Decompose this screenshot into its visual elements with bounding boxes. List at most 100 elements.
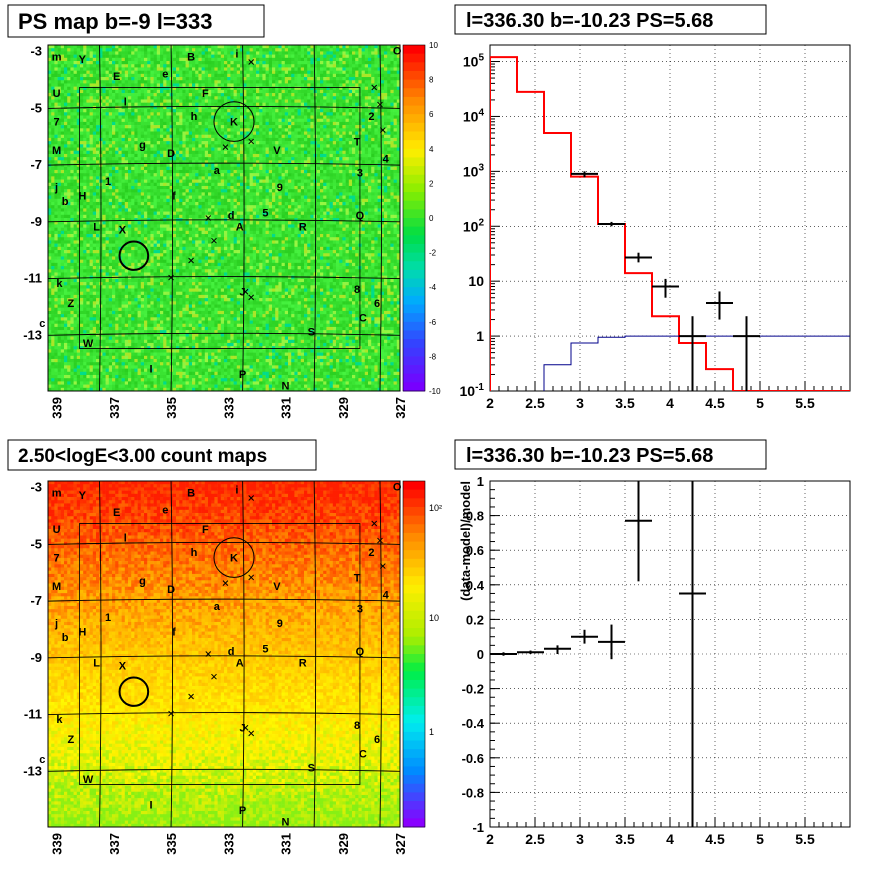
colorbar-cell — [403, 576, 425, 586]
colorbar-cell — [403, 749, 425, 759]
source-cross — [371, 84, 378, 91]
colorbar-cell — [403, 330, 425, 340]
source-cross — [379, 563, 386, 569]
source-label: J — [240, 287, 246, 299]
x-tick-label: 5 — [756, 395, 764, 411]
colorbar-cell — [403, 766, 425, 776]
source-cross — [248, 294, 255, 301]
tr-title-box: l=336.30 b=-10.23 PS=5.68 — [454, 4, 767, 35]
map-x-tick: 331 — [279, 833, 294, 855]
source-label: N — [282, 816, 290, 828]
colorbar-cell — [403, 88, 425, 98]
source-cross — [377, 101, 383, 108]
x-tick-label: 4 — [666, 831, 674, 847]
map-x-tick: 331 — [279, 397, 294, 419]
map-frame — [47, 44, 401, 392]
map-x-tick: 333 — [221, 397, 236, 419]
source-label: M — [52, 145, 61, 157]
map-grid-lon — [99, 480, 102, 828]
map-y-tick: -5 — [30, 100, 42, 115]
source-label: U — [53, 88, 61, 100]
source-label: V — [273, 145, 281, 157]
bl-title: 2.50<logE<3.00 count maps — [18, 446, 267, 467]
colorbar-tick: 10 — [429, 613, 439, 623]
map-x-tick: 339 — [50, 833, 65, 855]
residual-plot — [490, 481, 706, 827]
map-grid-lon — [242, 44, 245, 392]
source-label: D — [167, 148, 175, 160]
map-x-tick: 329 — [336, 397, 351, 419]
roi-box — [79, 87, 361, 349]
source-label: b — [62, 196, 69, 208]
source-label: F — [202, 88, 209, 100]
source-circle — [118, 676, 150, 707]
map-grid-lat — [47, 712, 401, 716]
colorbar-cell — [403, 339, 425, 349]
source-label: 9 — [277, 618, 283, 630]
colorbar-cell — [403, 148, 425, 158]
source-cross — [248, 138, 255, 145]
source-label: Q — [356, 646, 365, 658]
colorbar-cell — [403, 192, 425, 202]
source-label: C — [359, 748, 367, 760]
source-label: Q — [356, 210, 365, 222]
colorbar-cell — [403, 209, 425, 219]
source-label: H — [78, 626, 86, 638]
y-tick-label: -0.8 — [462, 785, 484, 800]
colorbar-cell — [403, 602, 425, 612]
source-label: W — [83, 338, 94, 350]
tr-title: l=336.30 b=-10.23 PS=5.68 — [466, 10, 713, 32]
spectrum-chart: 2 2.5 3 3.5 4 4.5 5 5.5 10-1 1 10 102 103 104 105 — [460, 44, 851, 411]
colorbar-tick: 8 — [429, 76, 434, 85]
source-label: A — [236, 658, 244, 670]
y-tick-label: 0.4 — [466, 578, 485, 593]
colorbar-cell — [403, 524, 425, 534]
x-tick-label: 2.5 — [525, 831, 545, 847]
source-label: M — [52, 581, 61, 593]
source-label: h — [191, 111, 198, 123]
source-label: k — [56, 278, 63, 290]
source-cross — [205, 215, 212, 221]
colorbar-cell — [403, 584, 425, 594]
source-label: R — [299, 658, 307, 670]
roi-box — [79, 523, 361, 785]
source-label: l — [124, 533, 127, 545]
source-label: C — [359, 312, 367, 324]
colorbar-cell — [403, 567, 425, 577]
source-label: m — [52, 487, 62, 499]
colorbar-cell — [403, 714, 425, 724]
model-histogram — [490, 56, 850, 391]
colorbar-cell — [403, 183, 425, 193]
colorbar-cell — [403, 261, 425, 271]
colorbar-cell — [403, 79, 425, 89]
colorbar: 10² 10 1 — [402, 480, 442, 828]
source-label: K — [230, 117, 238, 129]
source-label: a — [214, 165, 221, 177]
colorbar-tick: -4 — [429, 283, 437, 292]
colorbar-cell — [403, 114, 425, 124]
spectrum-plot — [490, 56, 850, 391]
colorbar-cell — [403, 62, 425, 72]
colorbar-cell — [403, 53, 425, 63]
colorbar-cell — [403, 269, 425, 280]
map-grid-lat — [47, 219, 401, 223]
source-label: 6 — [374, 298, 380, 310]
map-grid-lon — [313, 480, 317, 828]
source-label: c — [39, 754, 45, 766]
map-y-tick: -11 — [24, 271, 42, 286]
source-label: B — [187, 51, 195, 63]
x-tick-label: 2 — [486, 831, 494, 847]
colorbar-cell — [403, 140, 425, 150]
source-label: 5 — [262, 207, 268, 219]
map-x-tick: 337 — [107, 833, 122, 855]
source-label: 1 — [105, 176, 111, 188]
source-label: I — [149, 363, 152, 375]
colorbar-cell — [403, 662, 425, 672]
source-label: V — [273, 581, 281, 593]
colorbar-cell — [403, 356, 425, 366]
source-label: T — [354, 572, 361, 584]
map-grid-lat — [47, 768, 401, 772]
colorbar-cell — [403, 809, 425, 819]
source-label: D — [167, 584, 175, 596]
